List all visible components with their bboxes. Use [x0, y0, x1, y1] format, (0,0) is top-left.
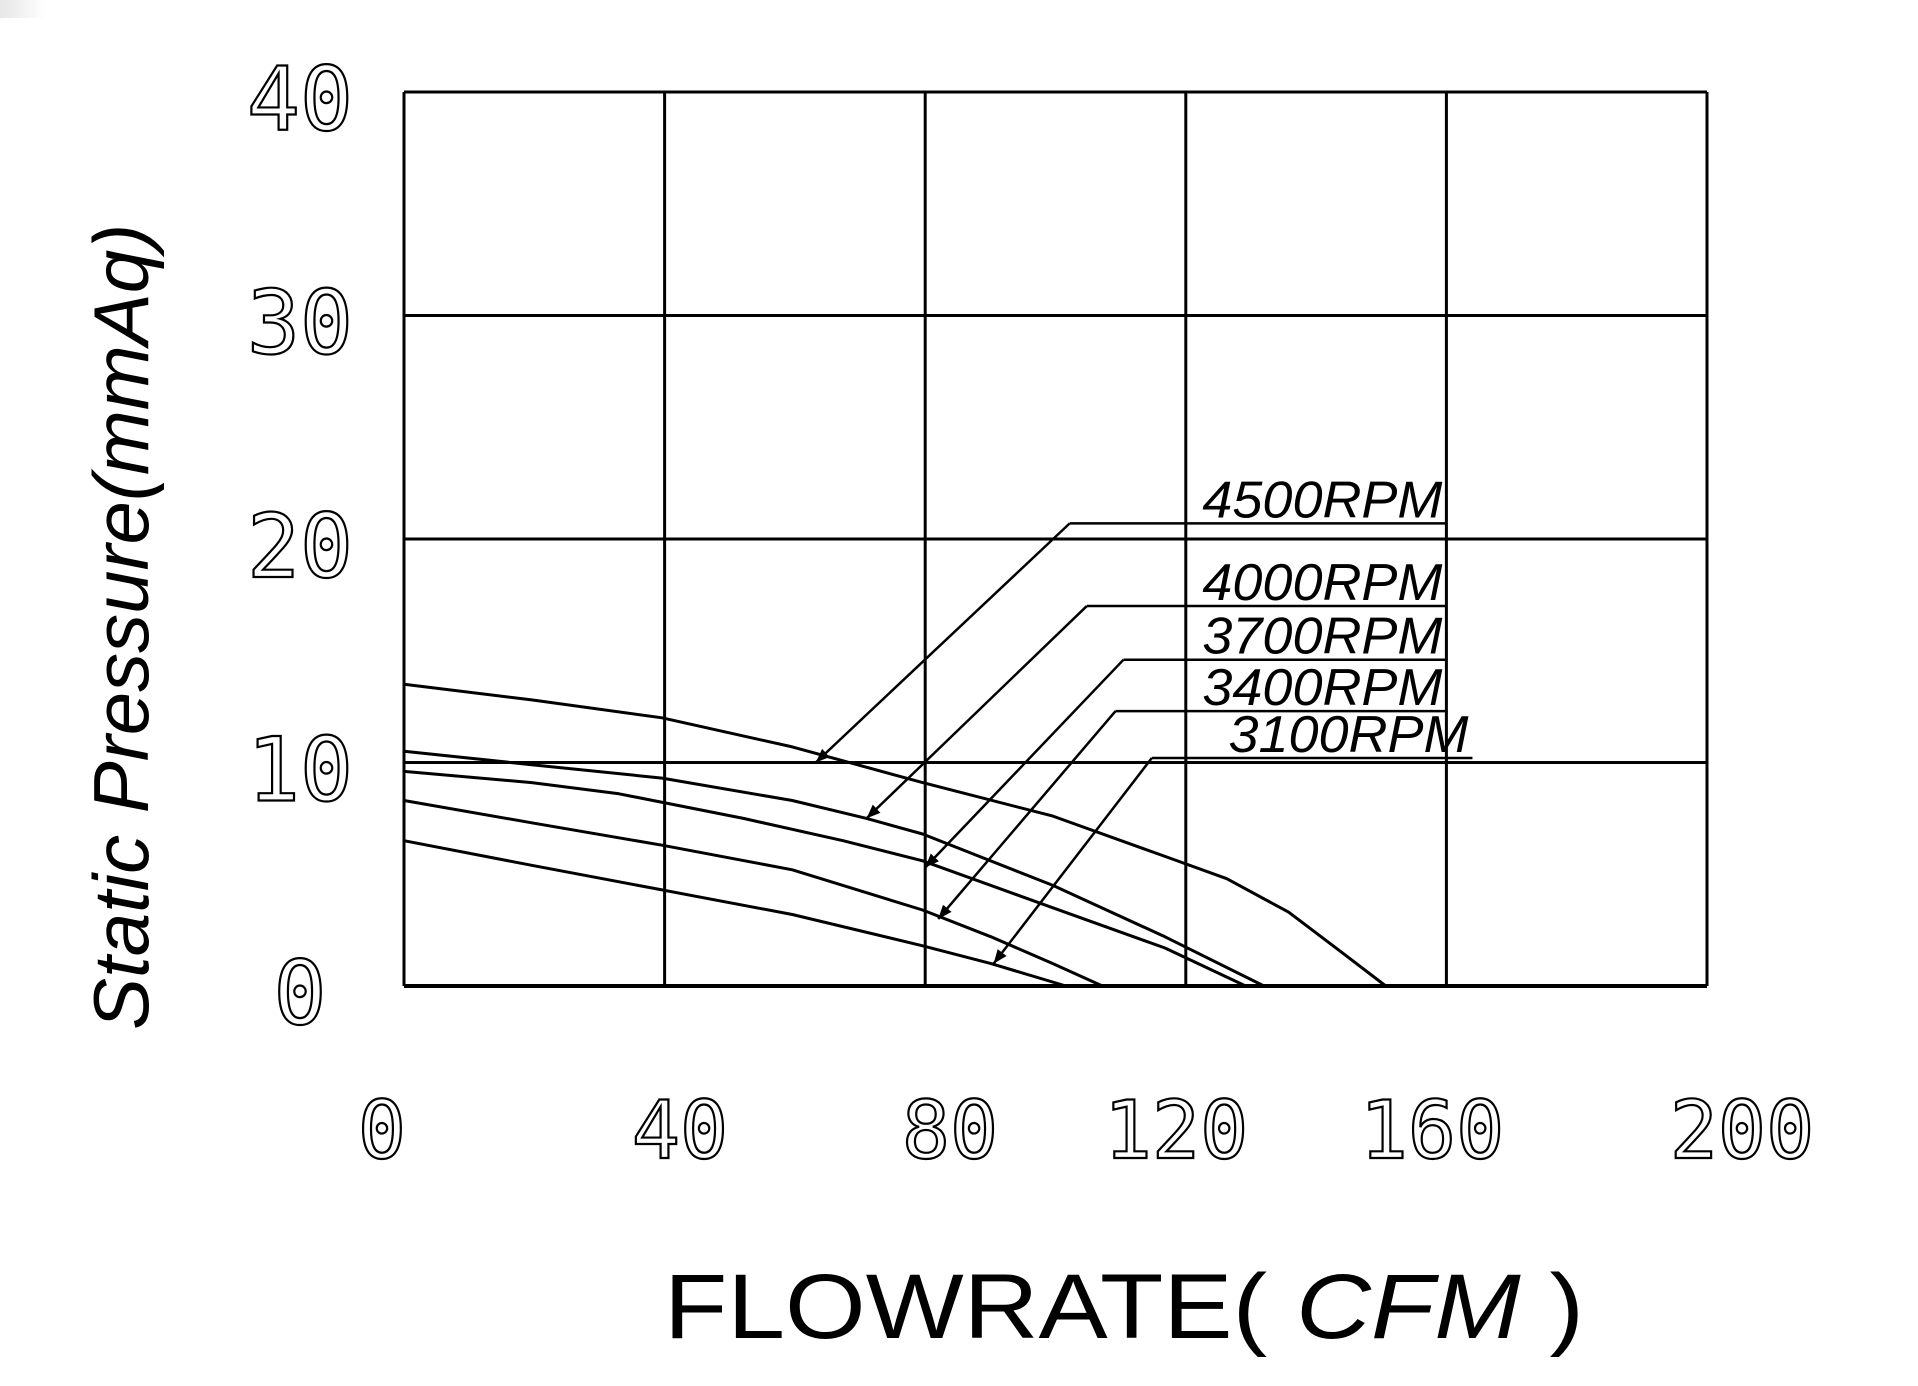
- leader-arrow-icon: [924, 658, 1125, 869]
- annotation-3400rpm: 3400RPM: [937, 659, 1447, 920]
- leader-arrow-icon: [865, 605, 1088, 820]
- y-tick-label: 40: [247, 48, 353, 151]
- leader-arrow-icon: [992, 757, 1153, 965]
- annotation-label: 4500RPM: [1202, 471, 1443, 529]
- leader-arrow-icon: [814, 522, 1071, 764]
- y-tick-label: 20: [247, 495, 353, 598]
- y-axis-ticks: 0 10 20 30 40: [246, 47, 354, 1046]
- x-tick-label: 200: [1670, 1084, 1815, 1177]
- y-tick-label: 10: [247, 719, 353, 822]
- annotation-label: 3400RPM: [1202, 659, 1443, 717]
- x-axis-title: FLOWRATE( CFM ): [664, 1256, 1584, 1358]
- x-tick-label: 0: [358, 1084, 406, 1177]
- rpm-curves: [403, 682, 1387, 988]
- annotation-label: 4000RPM: [1202, 554, 1443, 612]
- annotation-4500rpm: 4500RPM: [814, 471, 1447, 764]
- curve-3100rpm: [403, 839, 1067, 988]
- annotation-label: 3100RPM: [1228, 706, 1469, 764]
- x-tick-label: 80: [902, 1084, 998, 1177]
- curve-3700rpm: [403, 769, 1247, 988]
- curve-4500rpm: [403, 682, 1387, 988]
- x-tick-label: 120: [1104, 1084, 1249, 1177]
- plot-grid: [402, 90, 1709, 988]
- annotation-4000rpm: 4000RPM: [865, 554, 1447, 820]
- y-tick-label: 30: [247, 272, 353, 375]
- curve-3400rpm: [403, 799, 1104, 988]
- annotation-3700rpm: 3700RPM: [924, 608, 1447, 869]
- annotation-3100rpm: 3100RPM: [992, 706, 1473, 965]
- y-tick-label: 0: [274, 942, 327, 1045]
- x-axis-title-unit: CFM: [1267, 1256, 1549, 1358]
- x-tick-label: 40: [632, 1084, 728, 1177]
- annotation-label: 3700RPM: [1202, 608, 1443, 666]
- y-axis-title: Static Pressure(mmAq): [77, 224, 165, 1030]
- x-axis-title-main: FLOWRATE(: [664, 1256, 1268, 1358]
- curve-4000rpm: [403, 749, 1265, 988]
- x-axis-title-close: ): [1549, 1256, 1584, 1358]
- x-tick-label: 160: [1360, 1084, 1505, 1177]
- leader-arrow-icon: [937, 710, 1117, 920]
- corner-artifact: [0, 0, 46, 18]
- x-axis-ticks: 0 40 80 120 160 200: [357, 1083, 1816, 1178]
